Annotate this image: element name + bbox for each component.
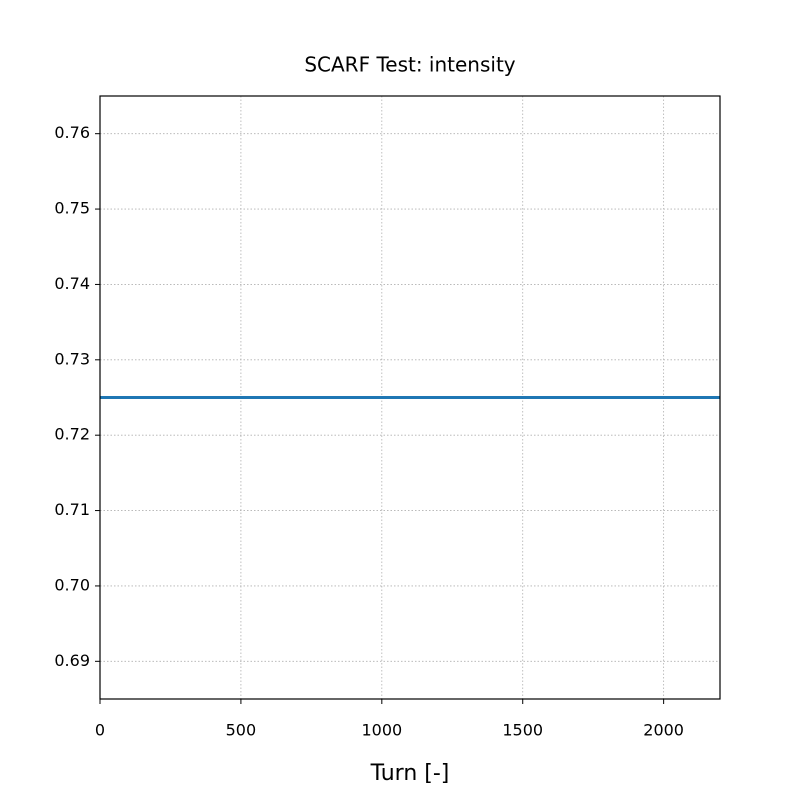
y-tick-label: 0.69 (54, 651, 90, 670)
x-tick-label: 500 (226, 721, 257, 740)
chart-title: SCARF Test: intensity (304, 53, 515, 77)
plot-frame (99, 95, 721, 700)
x-axis-label: Turn [-] (370, 761, 450, 786)
y-tick-label: 0.73 (54, 349, 90, 368)
y-tick-label: 0.70 (54, 575, 90, 594)
x-tick-label: 1000 (361, 721, 402, 740)
y-tick-label: 0.76 (54, 123, 90, 142)
x-tick-label: 0 (95, 721, 105, 740)
y-tick-label: 0.74 (54, 274, 90, 293)
y-tick-label: 0.72 (54, 425, 90, 444)
x-tick-label: 2000 (643, 721, 684, 740)
y-tick-label: 0.75 (54, 199, 90, 218)
x-tick-label: 1500 (502, 721, 543, 740)
y-tick-label: 0.71 (54, 500, 90, 519)
